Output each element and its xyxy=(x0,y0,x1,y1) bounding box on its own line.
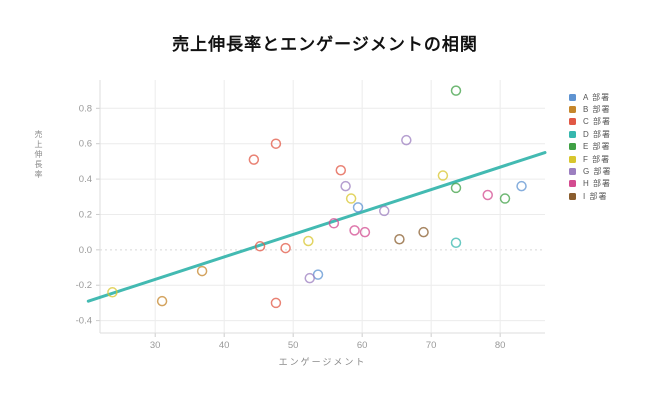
data-point[interactable] xyxy=(418,226,429,238)
data-point[interactable] xyxy=(359,226,371,238)
legend-swatch-b xyxy=(569,106,576,114)
data-point[interactable] xyxy=(352,202,364,213)
data-point[interactable] xyxy=(335,164,347,176)
data-point[interactable] xyxy=(394,233,405,245)
x-axis-label: エンゲージメント xyxy=(278,357,367,367)
data-point[interactable] xyxy=(270,138,282,149)
x-tick-label: 70 xyxy=(426,340,437,351)
legend-label-b: B 部署 xyxy=(583,105,611,115)
y-tick-label: -0.4 xyxy=(76,316,92,327)
data-point[interactable] xyxy=(304,272,315,284)
legend-label-i: I 部署 xyxy=(583,191,608,201)
y-tick-label: 0.6 xyxy=(79,139,92,150)
legend-swatch-e xyxy=(569,143,576,151)
legend-swatch-f xyxy=(569,155,576,163)
legend-item-h[interactable]: H 部署 xyxy=(569,178,611,190)
data-point[interactable] xyxy=(248,154,260,165)
legend-item-b[interactable]: B 部署 xyxy=(569,103,611,115)
data-point[interactable] xyxy=(349,225,360,236)
data-point[interactable] xyxy=(437,170,449,181)
data-point[interactable] xyxy=(499,193,511,204)
y-tick-label: 0.2 xyxy=(79,209,92,220)
data-point[interactable] xyxy=(107,287,118,298)
data-point[interactable] xyxy=(401,134,412,146)
data-point[interactable] xyxy=(516,180,527,192)
data-point[interactable] xyxy=(450,237,462,249)
data-point[interactable] xyxy=(328,218,340,229)
legend-swatch-d xyxy=(569,130,576,138)
chart-title: 売上伸長率とエンゲージメントの相関 xyxy=(172,35,478,54)
data-point[interactable] xyxy=(303,235,314,247)
y-tick-label: -0.2 xyxy=(76,280,92,291)
data-point[interactable] xyxy=(378,205,390,217)
legend-label-f: F 部署 xyxy=(583,154,611,164)
legend-label-d: D 部署 xyxy=(583,129,611,139)
trend-line xyxy=(86,151,547,303)
legend-item-g[interactable]: G 部署 xyxy=(569,165,611,177)
legend-swatch-c xyxy=(569,118,576,126)
legend-item-d[interactable]: D 部署 xyxy=(569,128,611,140)
data-point[interactable] xyxy=(280,242,291,254)
legend-label-g: G 部署 xyxy=(583,167,612,177)
y-tick-label: 0.8 xyxy=(79,103,92,114)
data-point[interactable] xyxy=(340,180,351,192)
legend-swatch-g xyxy=(569,168,576,176)
legend-label-a: A 部署 xyxy=(583,92,611,102)
x-tick-label: 50 xyxy=(288,340,299,351)
x-tick-label: 40 xyxy=(219,340,230,351)
data-point[interactable] xyxy=(156,295,168,307)
x-tick-label: 30 xyxy=(150,340,161,351)
x-tick-label: 60 xyxy=(357,340,368,351)
y-axis-label: 売上伸長率 xyxy=(34,130,43,180)
legend-label-e: E 部署 xyxy=(583,142,611,152)
legend-label-c: C 部署 xyxy=(583,117,611,127)
legend-item-f[interactable]: F 部署 xyxy=(569,153,611,165)
data-point[interactable] xyxy=(254,241,266,252)
legend-label-h: H 部署 xyxy=(583,179,611,189)
legend-swatch-h xyxy=(569,180,576,188)
data-point[interactable] xyxy=(270,297,282,309)
legend: A 部署 B 部署 C 部署 D 部署 E 部署 F 部署 G 部署 H 部署 xyxy=(569,91,611,203)
legend-item-a[interactable]: A 部署 xyxy=(569,91,611,103)
y-tick-label: 0.0 xyxy=(79,245,92,256)
legend-item-e[interactable]: E 部署 xyxy=(569,141,611,153)
legend-item-c[interactable]: C 部署 xyxy=(569,116,611,128)
legend-swatch-i xyxy=(569,192,576,200)
data-point[interactable] xyxy=(450,85,462,96)
legend-item-i[interactable]: I 部署 xyxy=(569,190,611,202)
data-point[interactable] xyxy=(345,193,357,204)
data-point[interactable] xyxy=(450,182,462,194)
legend-swatch-a xyxy=(569,93,576,101)
data-point[interactable] xyxy=(482,189,493,201)
data-point[interactable] xyxy=(196,265,208,277)
x-tick-label: 80 xyxy=(495,340,506,351)
y-tick-label: 0.4 xyxy=(79,174,92,185)
